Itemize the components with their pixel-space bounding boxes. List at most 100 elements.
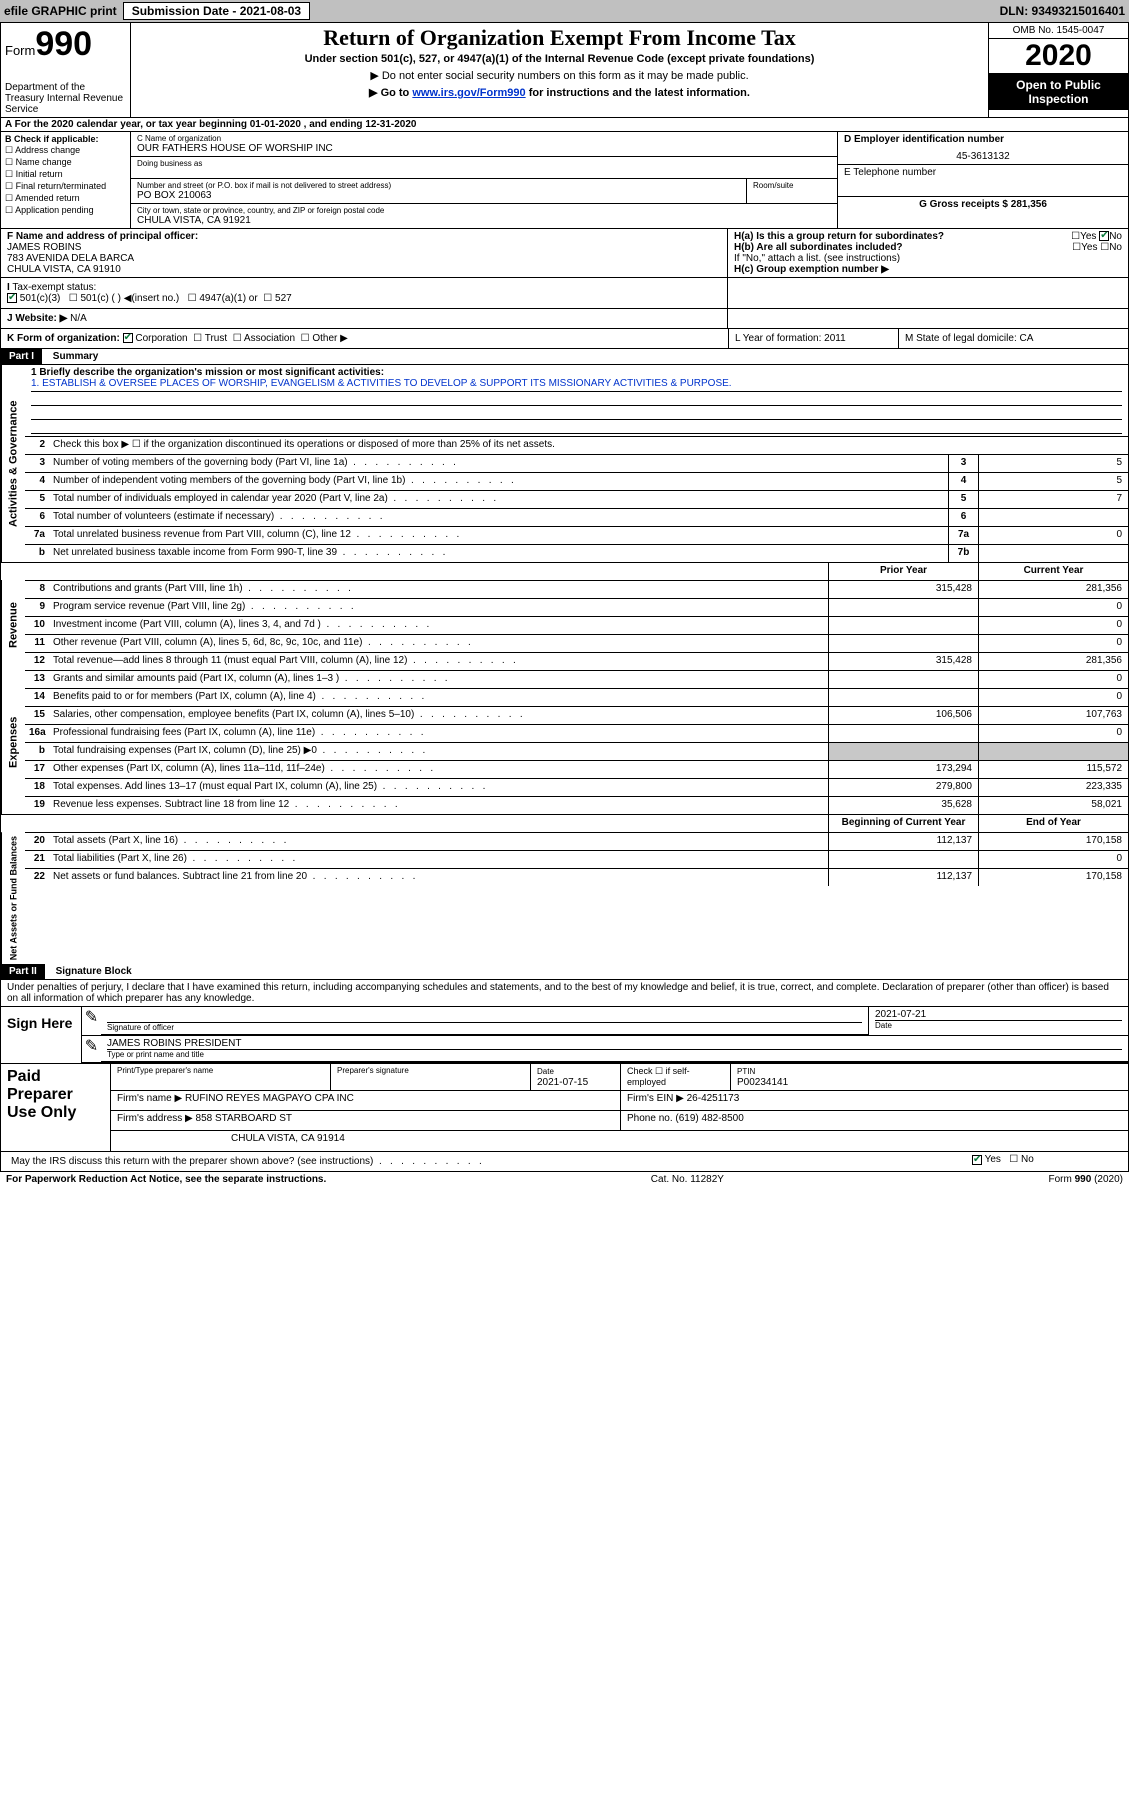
form-org-label: K Form of organization:: [7, 333, 120, 344]
principal-officer: F Name and address of principal officer:…: [1, 229, 728, 277]
firm-addr1: 858 STARBOARD ST: [196, 1113, 293, 1124]
room-label: Room/suite: [753, 181, 831, 190]
ein-label: D Employer identification number: [844, 134, 1122, 145]
state-domicile: M State of legal domicile: CA: [898, 329, 1128, 348]
hdr-prior-year: Prior Year: [828, 563, 978, 580]
gov-line-7a: 7aTotal unrelated business revenue from …: [25, 526, 1128, 544]
year-formation: L Year of formation: 2011: [728, 329, 898, 348]
cat-no: Cat. No. 11282Y: [651, 1174, 724, 1185]
self-emp-check: Check ☐ if self-employed: [621, 1064, 731, 1090]
part2-header: Part II Signature Block: [1, 964, 1128, 980]
street-label: Number and street (or P.O. box if mail i…: [137, 181, 740, 190]
row-j: J Website: ▶ N/A: [1, 309, 1128, 329]
hdr-end-year: End of Year: [978, 815, 1128, 832]
rev-line-9: 9Program service revenue (Part VIII, lin…: [25, 598, 1128, 616]
hb-note: If "No," attach a list. (see instruction…: [734, 253, 1122, 264]
header-mid: Return of Organization Exempt From Incom…: [131, 23, 988, 117]
ck-501c3: [7, 293, 17, 303]
note-link-pre: ▶ Go to: [369, 87, 412, 99]
ck-app-pending[interactable]: ☐ Application pending: [5, 205, 126, 216]
prep-name-hdr: Print/Type preparer's name: [111, 1064, 331, 1090]
exp-line-15: 15Salaries, other compensation, employee…: [25, 706, 1128, 724]
na-line-21: 21Total liabilities (Part X, line 26)0: [25, 850, 1128, 868]
part1-header: Part I Summary: [1, 349, 1128, 365]
street-value: PO BOX 210063: [137, 190, 740, 201]
header-right: OMB No. 1545-0047 2020 Open to Public In…: [988, 23, 1128, 117]
form-990: Form990 Department of the Treasury Inter…: [0, 22, 1129, 1172]
gross-receipts: G Gross receipts $ 281,356: [844, 199, 1122, 210]
officer-label: F Name and address of principal officer:: [7, 231, 721, 242]
efile-label: efile GRAPHIC print: [4, 4, 117, 18]
part1-title: Summary: [45, 349, 107, 364]
firm-phone: (619) 482-8500: [675, 1113, 743, 1124]
row-a-period: A For the 2020 calendar year, or tax yea…: [1, 118, 1128, 132]
dept-label: Department of the Treasury Internal Reve…: [5, 82, 126, 115]
part2-title: Signature Block: [48, 964, 140, 979]
ha-label: H(a) Is this a group return for subordin…: [734, 231, 944, 242]
gov-line-5: 5Total number of individuals employed in…: [25, 490, 1128, 508]
note-ssn: ▶ Do not enter social security numbers o…: [137, 69, 982, 82]
officer-print-name: JAMES ROBINS PRESIDENT: [107, 1038, 1122, 1050]
form-prefix: Form: [5, 43, 35, 58]
omb-number: OMB No. 1545-0047: [989, 23, 1128, 39]
ck-final-return[interactable]: ☐ Final return/terminated: [5, 181, 126, 192]
sig-date-label: Date: [875, 1021, 1122, 1030]
instructions-link[interactable]: www.irs.gov/Form990: [412, 87, 525, 99]
sign-here-label: Sign Here: [1, 1007, 81, 1063]
firm-name: RUFINO REYES MAGPAYO CPA INC: [185, 1093, 354, 1104]
phone-label: E Telephone number: [844, 167, 1122, 178]
form-header: Form990 Department of the Treasury Inter…: [1, 23, 1128, 118]
summary-netassets: Net Assets or Fund Balances 20Total asse…: [1, 832, 1128, 964]
officer-addr2: CHULA VISTA, CA 91910: [7, 264, 721, 275]
tax-year: 2020: [989, 39, 1128, 74]
exp-line-b: bTotal fundraising expenses (Part IX, co…: [25, 742, 1128, 760]
discuss-yes: [972, 1155, 982, 1165]
na-line-20: 20Total assets (Part X, line 16)112,1371…: [25, 832, 1128, 850]
row-k: K Form of organization: Corporation ☐ Tr…: [1, 329, 1128, 349]
gov-line-6: 6Total number of volunteers (estimate if…: [25, 508, 1128, 526]
exp-line-18: 18Total expenses. Add lines 13–17 (must …: [25, 778, 1128, 796]
sig-date: 2021-07-21: [875, 1009, 1122, 1021]
website-label: Website: ▶: [15, 313, 67, 324]
discuss-question: May the IRS discuss this return with the…: [7, 1154, 972, 1169]
form-title: Return of Organization Exempt From Incom…: [137, 25, 982, 51]
rev-line-12: 12Total revenue—add lines 8 through 11 (…: [25, 652, 1128, 670]
ein-value: 45-3613132: [844, 151, 1122, 162]
firm-addr2: CHULA VISTA, CA 91914: [111, 1131, 1128, 1151]
summary-revenue: Revenue 8Contributions and grants (Part …: [1, 580, 1128, 670]
sig-officer-label: Signature of officer: [107, 1023, 862, 1032]
officer-name: JAMES ROBINS: [7, 242, 721, 253]
city-label: City or town, state or province, country…: [137, 206, 831, 215]
pen-icon-2: ✎: [81, 1036, 101, 1062]
ck-corporation: [123, 333, 133, 343]
footer: For Paperwork Reduction Act Notice, see …: [0, 1172, 1129, 1187]
ck-address-change[interactable]: ☐ Address change: [5, 145, 126, 156]
website-value: N/A: [70, 313, 87, 324]
perjury-declaration: Under penalties of perjury, I declare th…: [1, 980, 1128, 1006]
exp-line-14: 14Benefits paid to or for members (Part …: [25, 688, 1128, 706]
form-number: 990: [35, 25, 92, 63]
dln-label: DLN: 93493215016401: [1000, 4, 1125, 18]
rev-line-11: 11Other revenue (Part VIII, column (A), …: [25, 634, 1128, 652]
col-b-checkboxes: B Check if applicable: ☐ Address change …: [1, 132, 131, 228]
org-name: OUR FATHERS HOUSE OF WORSHIP INC: [137, 143, 831, 154]
mission-text: 1. ESTABLISH & OVERSEE PLACES OF WORSHIP…: [31, 378, 1122, 392]
row-i: I Tax-exempt status: 501(c)(3) ☐ 501(c) …: [1, 278, 1128, 309]
identity-grid: B Check if applicable: ☐ Address change …: [1, 132, 1128, 229]
rev-line-10: 10Investment income (Part VIII, column (…: [25, 616, 1128, 634]
vtab-netassets: Net Assets or Fund Balances: [1, 832, 25, 964]
col-c-identity: C Name of organization OUR FATHERS HOUSE…: [131, 132, 838, 228]
officer-addr1: 783 AVENIDA DELA BARCA: [7, 253, 721, 264]
org-name-label: C Name of organization: [137, 134, 831, 143]
ha-no-check: [1099, 231, 1109, 241]
vtab-revenue: Revenue: [1, 580, 25, 670]
topbar: efile GRAPHIC print Submission Date - 20…: [0, 0, 1129, 22]
hdr-current-year: Current Year: [978, 563, 1128, 580]
dba-label: Doing business as: [137, 159, 831, 168]
ck-name-change[interactable]: ☐ Name change: [5, 157, 126, 168]
sign-here-block: Sign Here ✎ Signature of officer 2021-07…: [1, 1006, 1128, 1063]
col-b-label: B Check if applicable:: [5, 134, 126, 144]
ck-initial-return[interactable]: ☐ Initial return: [5, 169, 126, 180]
ptin: P00234141: [737, 1077, 788, 1088]
ck-amended[interactable]: ☐ Amended return: [5, 193, 126, 204]
